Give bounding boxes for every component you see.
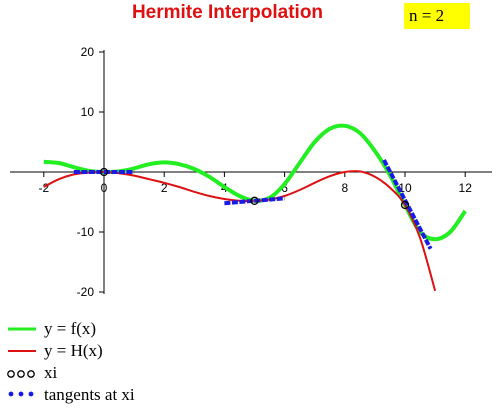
tangents bbox=[73, 159, 433, 250]
n-badge: n = 2 bbox=[404, 3, 470, 29]
tangent-segment bbox=[382, 159, 433, 250]
legend-item-h: y = H(x) bbox=[6, 340, 206, 362]
y-tick-label: -20 bbox=[77, 285, 95, 299]
tangent-segment bbox=[224, 196, 285, 206]
xi-point bbox=[99, 167, 109, 177]
curves bbox=[43, 123, 467, 292]
x-tick-label: 2 bbox=[161, 181, 168, 195]
x-tick-label: 10 bbox=[398, 181, 412, 195]
legend-swatch-xi bbox=[7, 370, 35, 378]
legend-label-f: y = f(x) bbox=[44, 319, 97, 338]
x-tick-label: 8 bbox=[341, 181, 348, 195]
chart-title: Hermite Interpolation bbox=[131, 2, 324, 23]
y-tick-label: 20 bbox=[81, 45, 95, 59]
legend-item-f: y = f(x) bbox=[6, 318, 206, 340]
legend-swatch-f bbox=[8, 327, 36, 331]
x-tick-label: -2 bbox=[38, 181, 49, 195]
legend-swatch-tangents bbox=[8, 391, 34, 397]
y-tick-label: -10 bbox=[77, 225, 95, 239]
legend-item-xi: xi bbox=[6, 362, 206, 384]
legend-label-tangents: tangents at xi bbox=[44, 385, 135, 404]
legend-label-h: y = H(x) bbox=[44, 341, 103, 360]
xi-point bbox=[400, 200, 410, 210]
x-tick-label: 6 bbox=[281, 181, 288, 195]
legend-label-xi: xi bbox=[44, 363, 58, 382]
y-tick-label: 10 bbox=[81, 105, 95, 119]
x-tick-label: 12 bbox=[459, 181, 473, 195]
legend-item-tangents: tangents at xi bbox=[6, 384, 206, 406]
xi-point bbox=[250, 196, 259, 205]
legend-swatch-h bbox=[8, 350, 36, 352]
legend: y = f(x) y = H(x) xi tangents at xi bbox=[6, 318, 206, 406]
interpolation-points bbox=[99, 167, 410, 210]
x-tick-label: 0 bbox=[101, 181, 108, 195]
